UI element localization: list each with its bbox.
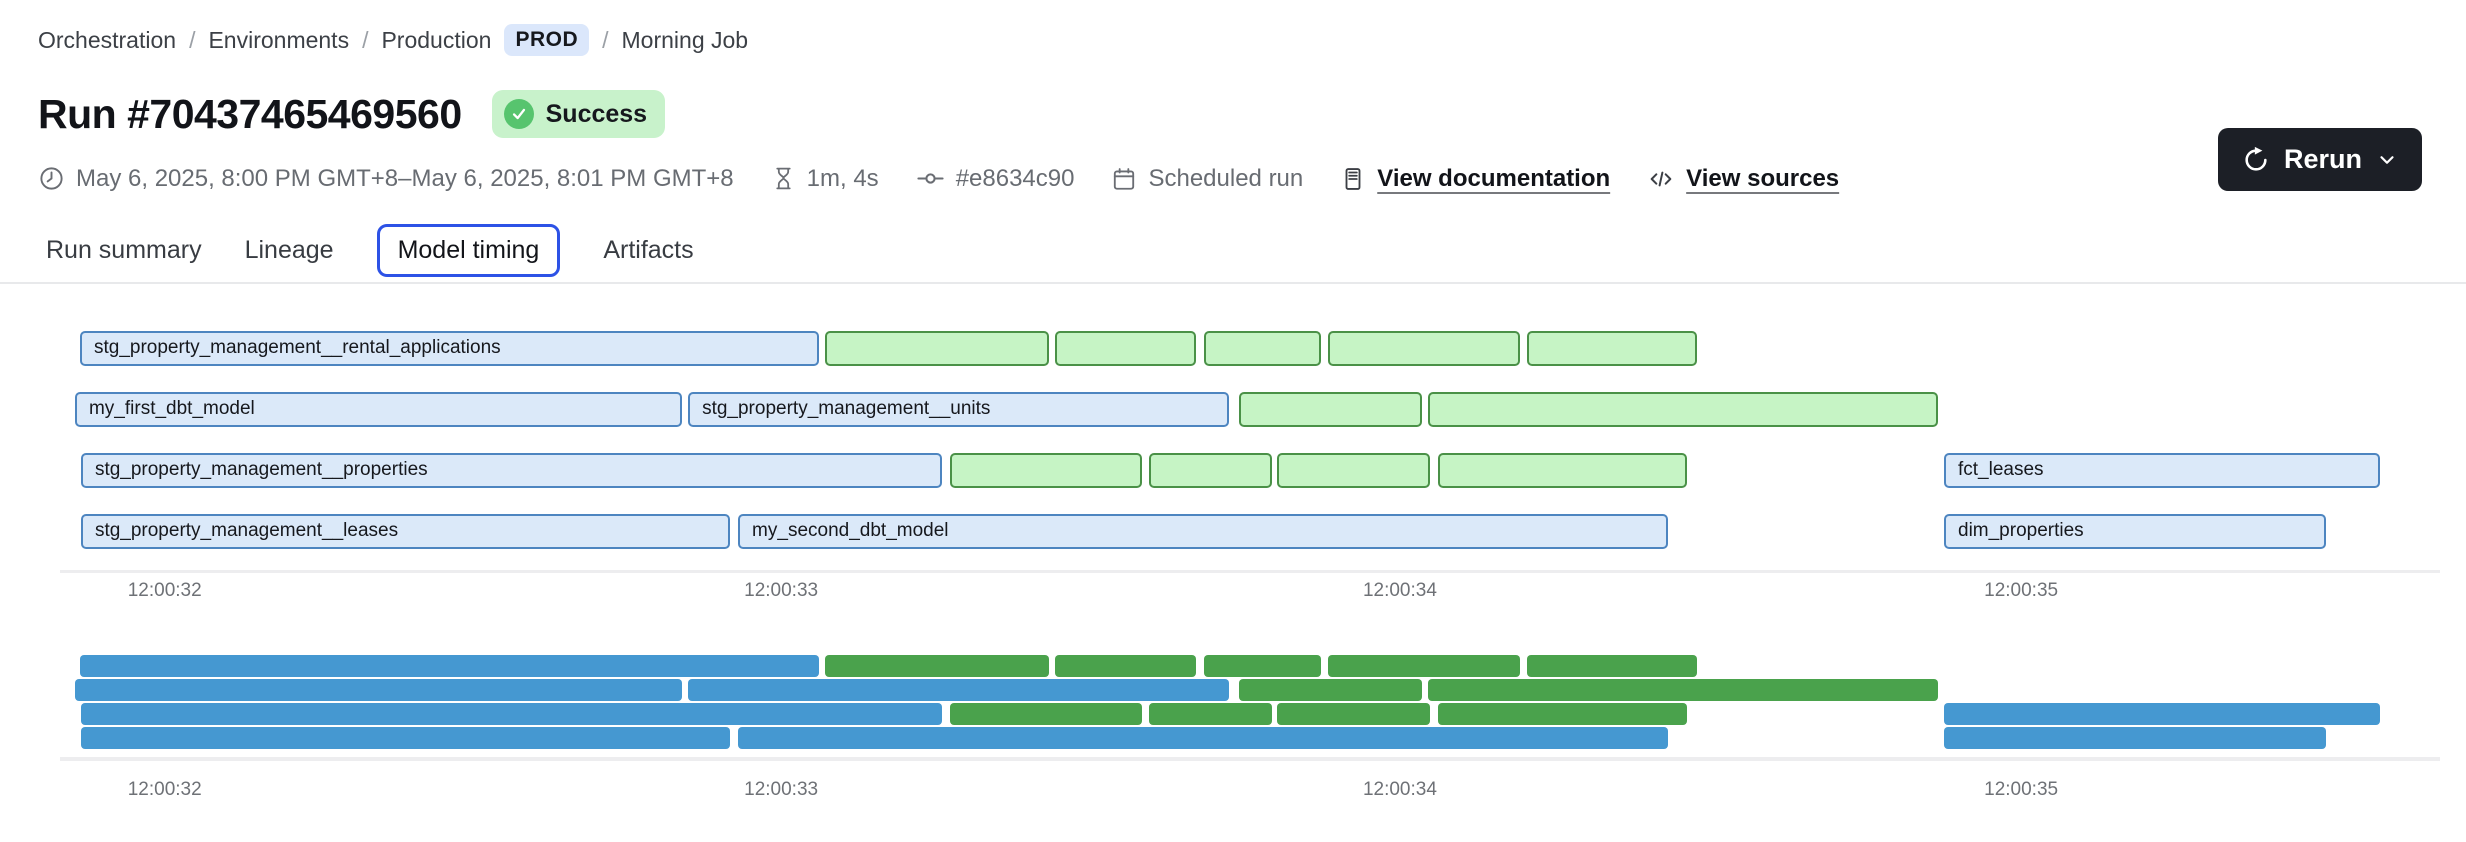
gantt-bar-stg_property_management__properties[interactable]: stg_property_management__properties <box>80 453 943 488</box>
clock-icon <box>40 167 63 190</box>
tab-lineage[interactable]: Lineage <box>244 236 334 264</box>
rerun-button-label: Rerun <box>2283 144 2362 174</box>
gantt-bar-unlabeled <box>1239 679 1423 701</box>
gantt-bar-stg_property_management__leases <box>80 727 730 749</box>
gantt-bar-unlabeled[interactable] <box>1055 331 1196 366</box>
gantt-bar-unlabeled[interactable] <box>949 453 1142 488</box>
gantt-bar-unlabeled[interactable] <box>824 331 1049 366</box>
breadcrumb-separator: / <box>189 26 196 53</box>
gantt-bar-unlabeled[interactable] <box>1438 453 1687 488</box>
breadcrumb: Orchestration / Environments / Productio… <box>38 24 748 56</box>
breadcrumb-item-production[interactable]: Production <box>381 26 492 53</box>
commit-icon <box>917 173 944 184</box>
breadcrumb-separator: / <box>602 26 609 53</box>
gantt-bar-unlabeled[interactable] <box>1527 331 1697 366</box>
axis-tick-label: 12:00:34 <box>1362 779 1437 800</box>
document-icon <box>1345 167 1361 190</box>
gantt-bar-stg_property_management__rental_applications <box>79 655 819 677</box>
gantt-bar-my_second_dbt_model[interactable]: my_second_dbt_model <box>738 514 1669 549</box>
gantt-bar-dim_properties[interactable]: dim_properties <box>1944 514 2326 549</box>
gantt-bar-unlabeled[interactable] <box>1239 392 1423 427</box>
tab-model-timing[interactable]: Model timing <box>376 224 561 277</box>
gantt-bar-unlabeled[interactable] <box>1328 331 1521 366</box>
run-duration: 1m, 4s <box>771 165 879 193</box>
gantt-bar-my_first_dbt_model[interactable]: my_first_dbt_model <box>74 392 682 427</box>
gantt-bar-dim_properties <box>1944 727 2326 749</box>
axis-tick-label: 12:00:34 <box>1362 580 1437 601</box>
x-axis-line <box>60 757 2440 761</box>
refresh-icon <box>2245 146 2267 171</box>
status-badge-label: Success <box>545 99 648 128</box>
gantt-bar-stg_property_management__properties <box>80 703 943 725</box>
view-sources-link[interactable]: View sources <box>1647 165 1839 193</box>
model-timing-gantt-chart: stg_property_management__rental_applicat… <box>60 300 2440 605</box>
trigger-type: Scheduled run <box>1111 165 1303 193</box>
axis-tick-label: 12:00:33 <box>744 779 819 800</box>
tab-artifacts[interactable]: Artifacts <box>603 236 694 264</box>
axis-tick-label: 12:00:33 <box>744 580 819 601</box>
gantt-bar-stg_property_management__rental_applications[interactable]: stg_property_management__rental_applicat… <box>79 331 819 366</box>
page-title: Run #70437465469560 <box>38 90 462 137</box>
run-time-range: May 6, 2025, 8:00 PM GMT+8–May 6, 2025, … <box>38 165 734 193</box>
axis-tick-label: 12:00:35 <box>1984 779 2059 800</box>
gantt-bar-unlabeled <box>1328 655 1521 677</box>
run-header: Run #70437465469560 Success <box>38 90 666 138</box>
commit-hash: #e8634c90 <box>916 164 1074 193</box>
code-icon <box>1650 171 1672 186</box>
breadcrumb-separator: / <box>362 26 369 53</box>
gantt-bar-unlabeled[interactable] <box>1204 331 1322 366</box>
gantt-bar-fct_leases[interactable]: fct_leases <box>1944 453 2381 488</box>
run-tabs: Run summary Lineage Model timing Artifac… <box>46 224 694 277</box>
gantt-bar-my_first_dbt_model <box>74 679 682 701</box>
tab-run-summary[interactable]: Run summary <box>46 236 202 264</box>
gantt-bar-stg_property_management__units <box>688 679 1230 701</box>
check-icon <box>503 99 534 129</box>
axis-tick-label: 12:00:32 <box>127 779 202 800</box>
x-axis-line <box>60 570 2440 573</box>
breadcrumb-item-orchestration[interactable]: Orchestration <box>38 26 177 53</box>
axis-tick-label: 12:00:35 <box>1984 580 2059 601</box>
run-meta-row: May 6, 2025, 8:00 PM GMT+8–May 6, 2025, … <box>38 164 1839 193</box>
gantt-bar-unlabeled <box>949 703 1142 725</box>
environment-badge: PROD <box>504 24 590 56</box>
calendar-icon <box>1114 167 1135 190</box>
gantt-bar-unlabeled <box>1527 655 1697 677</box>
breadcrumb-item-job[interactable]: Morning Job <box>621 26 749 53</box>
gantt-bar-my_second_dbt_model <box>738 727 1669 749</box>
gantt-bar-unlabeled <box>1055 655 1196 677</box>
gantt-bar-unlabeled[interactable] <box>1149 453 1273 488</box>
gantt-bar-stg_property_management__units[interactable]: stg_property_management__units <box>688 392 1230 427</box>
gantt-bar-unlabeled <box>1428 679 1939 701</box>
hourglass-icon <box>776 167 791 190</box>
gantt-bar-unlabeled <box>1149 703 1273 725</box>
breadcrumb-item-environments[interactable]: Environments <box>208 26 350 53</box>
gantt-bar-unlabeled <box>824 655 1049 677</box>
status-badge: Success <box>491 90 666 138</box>
tab-bar-divider <box>0 282 2466 284</box>
gantt-bar-unlabeled <box>1204 655 1322 677</box>
view-documentation-link[interactable]: View documentation <box>1340 165 1610 193</box>
gantt-bar-unlabeled <box>1438 703 1687 725</box>
gantt-bar-unlabeled[interactable] <box>1428 392 1939 427</box>
rerun-button[interactable]: Rerun <box>2217 128 2422 191</box>
axis-tick-label: 12:00:32 <box>127 580 202 601</box>
timeline-minimap-brush[interactable]: 12:00:32 12:00:33 12:00:34 12:00:35 <box>60 645 2440 825</box>
gantt-bar-stg_property_management__leases[interactable]: stg_property_management__leases <box>80 514 730 549</box>
gantt-bar-unlabeled[interactable] <box>1276 453 1430 488</box>
gantt-bar-unlabeled <box>1276 703 1430 725</box>
gantt-bar-fct_leases <box>1944 703 2381 725</box>
chevron-down-icon <box>2380 155 2394 164</box>
